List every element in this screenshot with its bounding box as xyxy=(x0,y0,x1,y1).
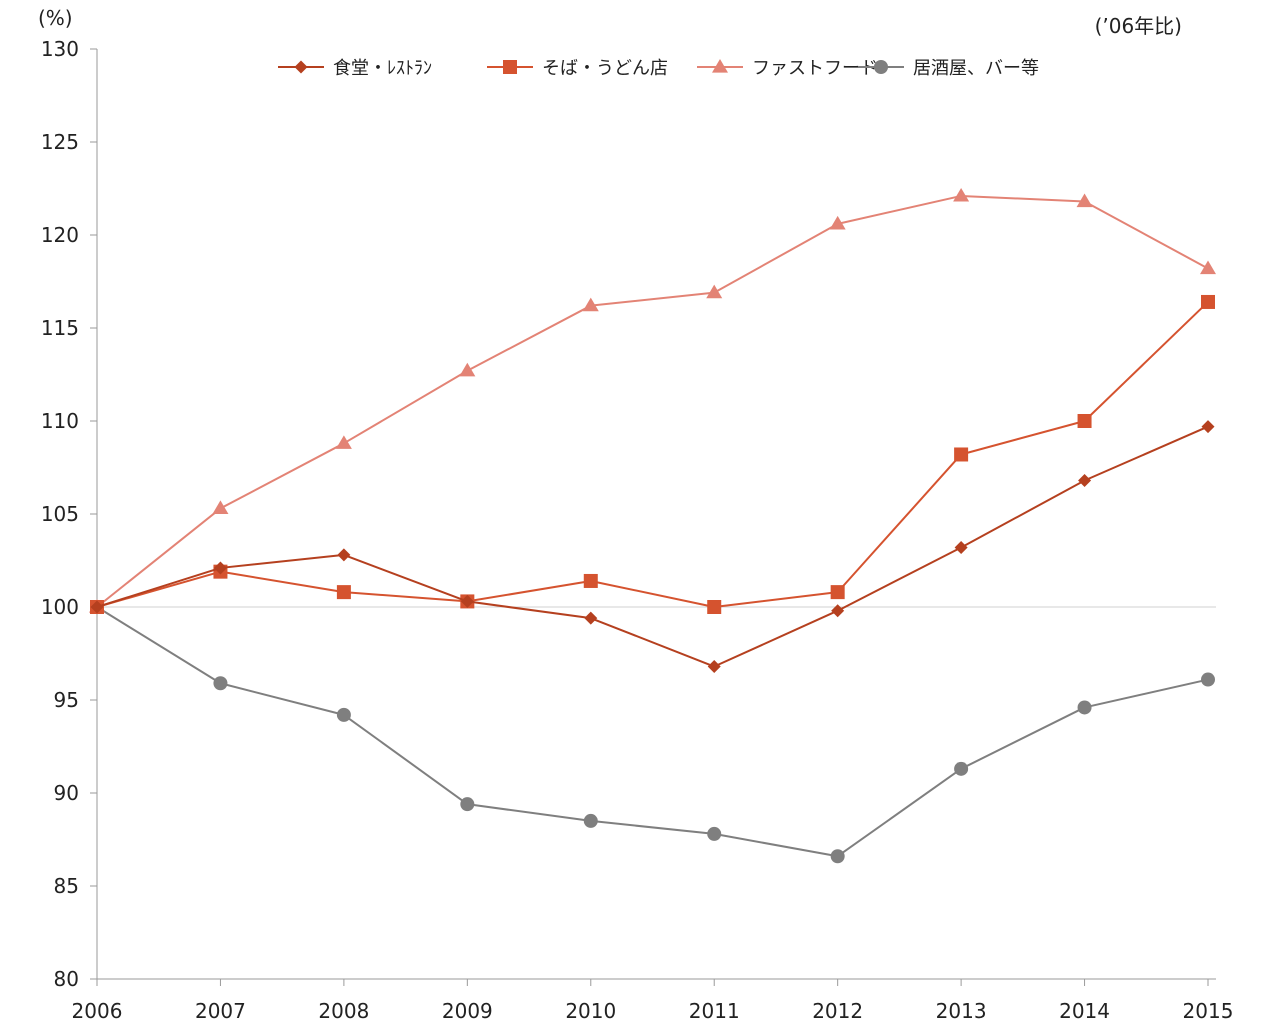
x-tick-label: 2008 xyxy=(318,999,369,1023)
data-point xyxy=(954,761,969,776)
data-point xyxy=(1201,420,1215,434)
y-tick-label: 80 xyxy=(54,967,79,991)
y-tick-label: 100 xyxy=(41,595,79,619)
y-tick-label: 110 xyxy=(41,409,79,433)
x-tick-label: 2009 xyxy=(442,999,493,1023)
series-line xyxy=(96,606,1209,858)
data-point xyxy=(707,660,721,674)
x-tick-label: 2010 xyxy=(565,999,616,1023)
y-tick-label: 115 xyxy=(41,316,79,340)
data-point xyxy=(336,707,351,722)
y-tick-label: 105 xyxy=(41,502,79,526)
series-3 xyxy=(89,187,1216,613)
series-line xyxy=(96,425,1209,668)
legend-entry-3: ファストフード xyxy=(697,58,878,79)
data-point xyxy=(954,540,968,554)
series-4 xyxy=(90,600,1215,864)
x-tick-label: 2015 xyxy=(1183,999,1234,1023)
x-tick-label: 2014 xyxy=(1059,999,1110,1023)
legend-marker xyxy=(874,60,888,74)
data-point xyxy=(583,573,598,588)
y-tick-label: 120 xyxy=(41,223,79,247)
data-point xyxy=(213,676,228,691)
data-point xyxy=(584,611,598,625)
x-tick-label: 2007 xyxy=(195,999,246,1023)
baseline-note: (’06年比) xyxy=(1095,14,1182,38)
series-line xyxy=(96,301,1209,608)
legend-label: 食堂・ﾚｽﾄﾗﾝ xyxy=(333,58,432,79)
data-point xyxy=(1077,700,1092,715)
y-tick-label: 130 xyxy=(41,37,79,61)
y-tick-label: 85 xyxy=(54,874,79,898)
data-point xyxy=(1201,294,1215,309)
data-point xyxy=(460,594,474,608)
data-point xyxy=(459,362,476,377)
data-point xyxy=(706,284,723,299)
data-point xyxy=(213,561,227,575)
data-point xyxy=(90,600,104,614)
data-point xyxy=(830,585,845,600)
data-point xyxy=(1200,260,1216,275)
data-point xyxy=(953,187,970,202)
data-point xyxy=(1077,414,1092,428)
x-tick-label: 2006 xyxy=(72,999,123,1023)
data-point xyxy=(1078,474,1092,488)
y-unit-label: (%) xyxy=(38,6,73,30)
data-point xyxy=(335,435,352,449)
series-line xyxy=(96,194,1209,608)
legend-entry-2: そば・うどん店 xyxy=(487,58,668,79)
data-point xyxy=(1076,193,1093,208)
data-point xyxy=(831,604,845,618)
data-point xyxy=(337,548,351,562)
data-point xyxy=(954,447,969,462)
x-tick-label: 2012 xyxy=(812,999,863,1023)
data-point xyxy=(1201,672,1215,687)
y-tick-label: 90 xyxy=(54,781,79,805)
data-point xyxy=(583,813,598,828)
data-point xyxy=(582,297,599,312)
legend-entry-4: 居酒屋、バー等 xyxy=(858,58,1039,79)
data-point xyxy=(707,826,722,841)
data-point xyxy=(707,600,722,614)
data-point xyxy=(460,797,475,812)
data-point xyxy=(830,849,845,864)
data-point xyxy=(212,500,229,515)
series-1 xyxy=(90,420,1215,674)
legend-marker xyxy=(503,60,517,74)
chart-axes: 80 85 90 95 100 105 110 115 120 125 130 2006 2007 200… xyxy=(41,37,1234,1023)
legend-marker xyxy=(712,59,728,73)
chart-legend: 食堂・ﾚｽﾄﾗﾝ そば・うどん店 ファストフード 居酒屋、バー等 xyxy=(278,58,1039,79)
y-tick-label: 125 xyxy=(41,130,79,154)
y-tick-label: 95 xyxy=(54,688,79,712)
legend-marker xyxy=(294,60,308,74)
series-2 xyxy=(90,294,1215,614)
series-layer xyxy=(89,187,1216,864)
legend-label: そば・うどん店 xyxy=(542,58,668,79)
data-point xyxy=(829,215,846,230)
legend-label: 居酒屋、バー等 xyxy=(913,58,1039,79)
data-point xyxy=(336,585,351,600)
legend-entry-1: 食堂・ﾚｽﾄﾗﾝ xyxy=(278,58,432,79)
x-tick-label: 2011 xyxy=(689,999,740,1023)
x-tick-label: 2013 xyxy=(936,999,987,1023)
legend-label: ファストフード xyxy=(752,58,878,79)
